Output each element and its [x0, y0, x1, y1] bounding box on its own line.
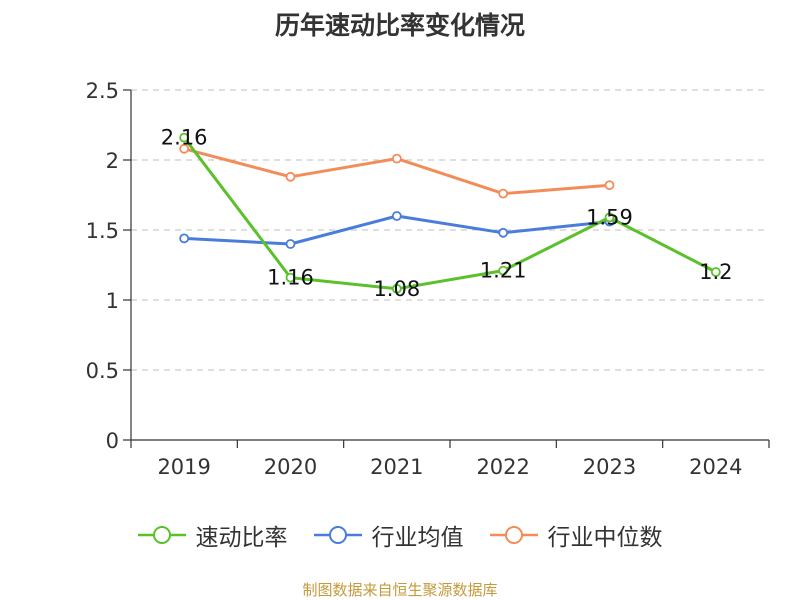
legend-label-industry-mean: 行业均值 — [371, 525, 464, 551]
x-tick-label: 2024 — [689, 455, 742, 479]
data-point — [179, 233, 190, 244]
y-tick-label: 0.5 — [86, 359, 119, 383]
y-tick-label: 1 — [106, 289, 119, 313]
data-point — [604, 212, 615, 223]
legend-marker-industry-median — [489, 526, 538, 544]
data-point — [498, 188, 509, 199]
data-label: 1.16 — [267, 266, 314, 290]
y-tick-label: 1.5 — [86, 219, 119, 243]
data-label: 1.08 — [373, 277, 420, 301]
data-point — [179, 143, 190, 154]
legend: 速动比率 行业均值 行业中位数 — [0, 518, 800, 552]
x-tick-label: 2021 — [370, 455, 423, 479]
y-tick-label: 0 — [106, 429, 119, 453]
data-point — [391, 211, 402, 221]
data-point — [498, 227, 509, 238]
y-tick-label: 2 — [106, 149, 119, 173]
y-tick-label: 2.5 — [86, 79, 119, 103]
data-point — [391, 153, 402, 164]
legend-item-speed-ratio[interactable]: 速动比率 — [137, 518, 288, 552]
data-point — [604, 180, 615, 191]
data-label: 1.59 — [586, 205, 633, 229]
data-point — [710, 267, 721, 277]
legend-item-industry-median[interactable]: 行业中位数 — [489, 518, 663, 552]
x-tick-label: 2020 — [264, 455, 317, 479]
data-label: 1.21 — [480, 259, 527, 283]
data-point — [179, 132, 190, 143]
data-point — [285, 272, 296, 283]
legend-marker-speed-ratio — [137, 526, 186, 544]
data-label: 2.16 — [161, 126, 208, 150]
data-point — [498, 265, 509, 276]
legend-item-industry-mean[interactable]: 行业均值 — [313, 518, 464, 552]
x-tick-label: 2023 — [583, 455, 636, 479]
series-line — [182, 136, 717, 291]
data-point — [391, 283, 402, 294]
source-footer: 制图数据来自恒生聚源数据库 — [302, 581, 498, 599]
x-tick-label: 2019 — [157, 455, 210, 479]
legend-label-industry-median: 行业中位数 — [547, 525, 663, 551]
data-label: 1.2 — [699, 260, 732, 284]
chart-title: 历年速动比率变化情况 — [274, 11, 525, 40]
x-tick-label: 2022 — [476, 455, 529, 479]
legend-label-speed-ratio: 速动比率 — [195, 525, 288, 551]
data-point — [285, 171, 296, 182]
legend-marker-industry-mean — [313, 526, 362, 544]
data-point — [285, 239, 296, 249]
